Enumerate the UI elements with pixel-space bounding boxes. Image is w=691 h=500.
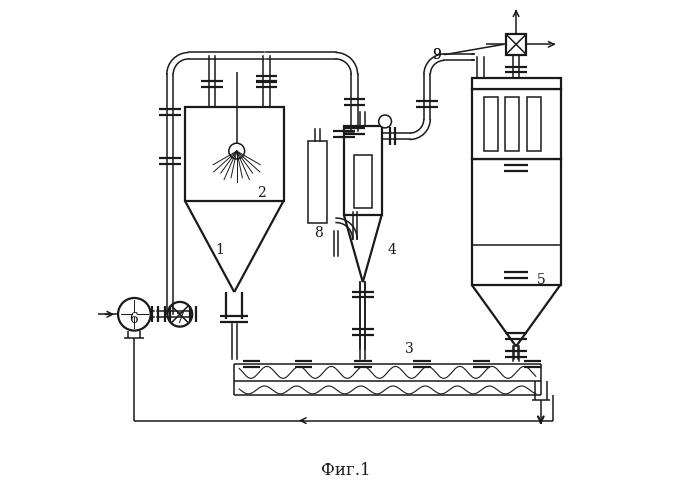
Bar bbox=[344, 126, 381, 216]
Bar bbox=[471, 78, 560, 90]
Circle shape bbox=[379, 115, 392, 128]
Text: 2: 2 bbox=[257, 186, 266, 200]
Bar bbox=[471, 158, 560, 284]
Bar bbox=[471, 90, 560, 158]
Bar bbox=[354, 154, 372, 208]
Text: 9: 9 bbox=[433, 48, 442, 62]
Bar bbox=[527, 96, 541, 151]
Circle shape bbox=[167, 302, 192, 326]
Circle shape bbox=[229, 143, 245, 159]
Text: 5: 5 bbox=[536, 272, 545, 286]
Text: 4: 4 bbox=[388, 243, 397, 257]
Bar bbox=[308, 141, 328, 223]
Text: 9: 9 bbox=[433, 48, 442, 62]
Text: 8: 8 bbox=[314, 226, 323, 239]
Bar bbox=[505, 96, 519, 151]
Text: 3: 3 bbox=[406, 342, 414, 356]
Text: Фиг.1: Фиг.1 bbox=[321, 462, 370, 478]
Circle shape bbox=[118, 298, 151, 330]
Bar bbox=[484, 96, 498, 151]
Text: 1: 1 bbox=[215, 243, 224, 257]
Text: 7: 7 bbox=[176, 312, 184, 326]
Bar bbox=[506, 34, 527, 54]
Text: 6: 6 bbox=[129, 312, 138, 326]
Bar bbox=[184, 106, 284, 200]
